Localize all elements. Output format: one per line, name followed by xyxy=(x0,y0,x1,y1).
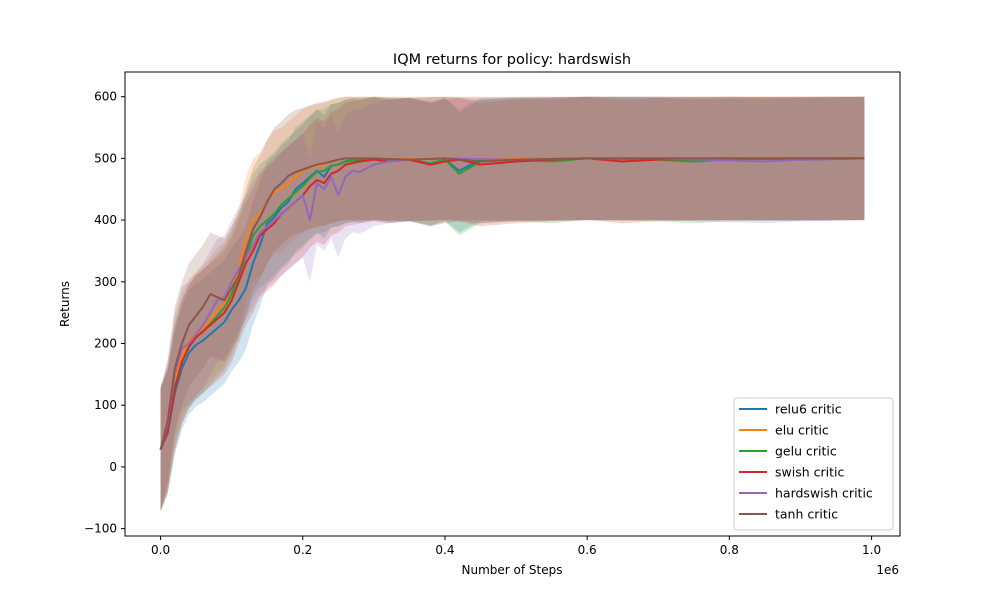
legend-entry-label: swish critic xyxy=(775,465,844,480)
x-tick-label: 0.0 xyxy=(151,543,170,557)
legend-entry-label: gelu critic xyxy=(775,444,837,459)
y-tick-label: 100 xyxy=(94,398,117,412)
x-tick-label: 0.8 xyxy=(720,543,739,557)
x-axis-label: Number of Steps xyxy=(462,563,563,577)
y-axis-label: Returns xyxy=(58,281,72,327)
band-series-2 xyxy=(160,96,865,512)
band-series-1 xyxy=(160,96,865,512)
confidence-bands xyxy=(160,96,865,512)
y-tick-label: 400 xyxy=(94,213,117,227)
legend-entry-label: hardswish critic xyxy=(775,486,873,501)
x-tick-label: 0.6 xyxy=(578,543,597,557)
legend-box xyxy=(733,397,894,531)
series-lines xyxy=(159,157,865,450)
legend-entry-label: relu6 critic xyxy=(775,402,842,417)
y-tick-label: −100 xyxy=(84,522,117,536)
y-tick-label: 300 xyxy=(94,275,117,289)
y-tick-label: 600 xyxy=(94,90,117,104)
y-tick-label: 200 xyxy=(94,336,117,350)
line-series-3 xyxy=(159,157,865,450)
band-series-0 xyxy=(160,96,865,512)
plot-frame xyxy=(124,71,901,537)
y-tick-label: 0 xyxy=(109,460,117,474)
chart-title: IQM returns for policy: hardswish xyxy=(393,52,631,68)
x-tick-label: 0.4 xyxy=(435,543,454,557)
x-tick-label: 0.2 xyxy=(293,543,312,557)
x-axis-ticks: 0.0 0.2 0.4 0.6 0.8 1.0 xyxy=(151,536,881,557)
line-series-5 xyxy=(159,157,865,450)
band-series-5 xyxy=(160,96,865,512)
y-tick-label: 500 xyxy=(94,151,117,165)
legend-entry-label: elu critic xyxy=(775,423,829,438)
y-axis-ticks: −100 0 100 200 300 400 500 600 xyxy=(84,90,125,536)
legend-entry-label: tanh critic xyxy=(775,507,838,522)
legend: relu6 critic elu critic gelu critic swish c… xyxy=(733,397,894,531)
band-series-4 xyxy=(160,96,865,512)
x-axis-offset-label: 1e6 xyxy=(876,563,899,577)
band-series-3 xyxy=(160,96,865,512)
x-tick-label: 1.0 xyxy=(862,543,881,557)
